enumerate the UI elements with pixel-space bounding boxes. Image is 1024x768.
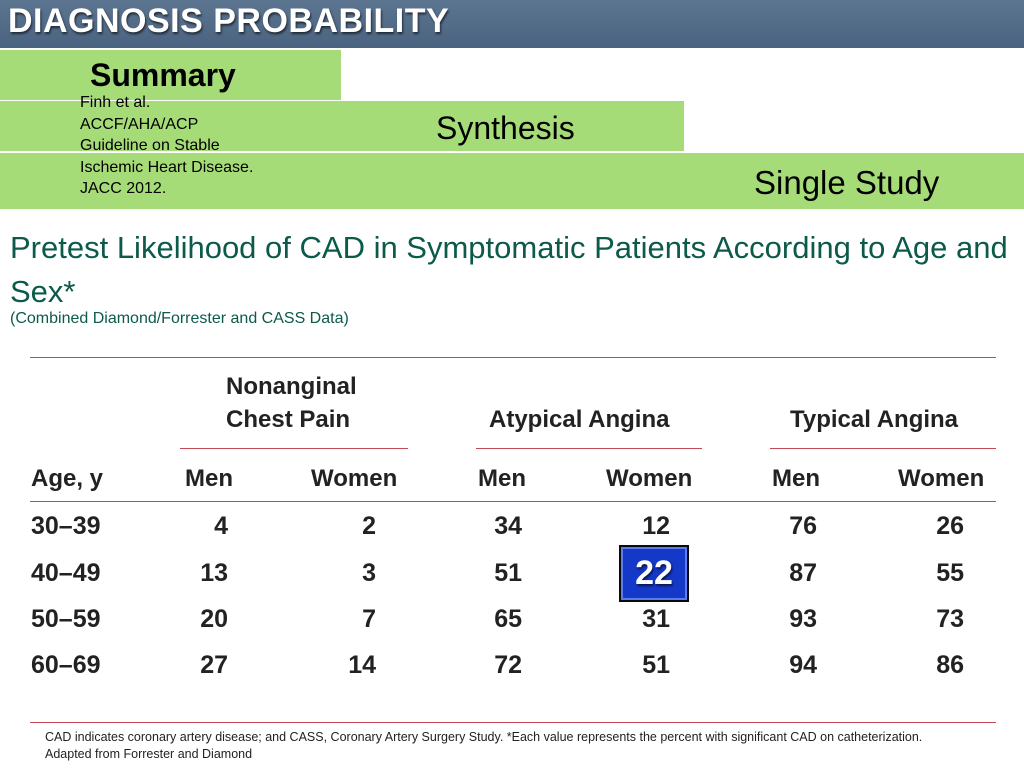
group-header-atypical: Atypical Angina xyxy=(489,403,669,436)
table-cell-age: 50–59 xyxy=(31,605,101,633)
group-header-nonanginal: Nonanginal Chest Pain xyxy=(226,370,357,436)
column-header: Men xyxy=(772,465,820,492)
slide-title: Pretest Likelihood of CAD in Symptomatic… xyxy=(10,230,1008,309)
footnote-line: CAD indicates coronary artery disease; a… xyxy=(45,730,923,744)
table-cell-age: 40–49 xyxy=(31,559,101,587)
group-underline xyxy=(770,448,996,449)
table-cell: 27 xyxy=(200,651,228,679)
table-cell: 7 xyxy=(362,605,376,633)
citation-line: Guideline on Stable xyxy=(80,137,220,154)
page-title: DIAGNOSIS PROBABILITY xyxy=(8,2,450,40)
group-header-typical: Typical Angina xyxy=(790,403,958,436)
single-study-band xyxy=(0,153,1024,209)
highlighted-value-badge: 22 xyxy=(619,545,689,602)
table-cell: 65 xyxy=(494,605,522,633)
table-cell: 13 xyxy=(200,559,228,587)
table-cell: 12 xyxy=(642,512,670,540)
table-cell: 26 xyxy=(936,512,964,540)
citation-line: Ischemic Heart Disease. xyxy=(80,158,254,176)
table-cell: 34 xyxy=(494,512,522,540)
group-underline xyxy=(180,448,408,449)
table-cell: 14 xyxy=(348,651,376,679)
table-cell: 73 xyxy=(936,605,964,633)
header-underline xyxy=(30,501,996,502)
group-header-line: Chest Pain xyxy=(226,406,351,433)
footnote-line: Adapted from Forrester and Diamond xyxy=(45,747,253,761)
table-cell: 86 xyxy=(936,651,964,679)
citation-line: ACCF/AHA/ACP xyxy=(80,115,199,133)
table-top-rule xyxy=(30,357,996,358)
table-cell-age: 60–69 xyxy=(31,651,101,679)
table-cell: 72 xyxy=(494,651,522,679)
summary-label: Summary xyxy=(90,57,236,93)
group-underline xyxy=(476,448,702,449)
column-header: Age, y xyxy=(31,465,104,492)
table-cell: 2 xyxy=(362,512,376,540)
table-cell-age: 30–39 xyxy=(31,512,101,540)
footnote: CAD indicates coronary artery disease; a… xyxy=(45,729,1005,763)
table-cell: 94 xyxy=(789,651,817,679)
table-cell: 3 xyxy=(362,559,376,587)
column-header: Men xyxy=(185,465,233,492)
citation-line: Finh et al. xyxy=(80,94,151,111)
table-bottom-rule xyxy=(30,722,996,723)
summary-band xyxy=(0,50,341,100)
synthesis-band xyxy=(0,101,684,151)
citation-line: JACC 2012. xyxy=(80,180,167,197)
group-header-line: Typical Angina xyxy=(790,406,959,433)
table-cell: 20 xyxy=(200,605,228,633)
group-header-line: Nonanginal xyxy=(226,373,357,400)
column-header: Women xyxy=(606,465,693,492)
column-header: Men xyxy=(478,465,526,492)
column-header: Women xyxy=(311,465,398,492)
citation: Finh et al. ACCF/AHA/ACP Guideline on St… xyxy=(80,92,300,200)
synthesis-label: Synthesis xyxy=(436,110,575,146)
table-cell: 93 xyxy=(789,605,817,633)
table-cell: 31 xyxy=(642,605,670,633)
table-cell: 51 xyxy=(642,651,670,679)
table-cell: 76 xyxy=(789,512,817,540)
table-cell: 4 xyxy=(214,512,228,540)
slide-subtitle: (Combined Diamond/Forrester and CASS Dat… xyxy=(10,310,349,327)
table-cell: 51 xyxy=(494,559,522,587)
column-header: Women xyxy=(898,465,985,492)
table-cell: 55 xyxy=(936,559,964,587)
table-cell: 87 xyxy=(789,559,817,587)
group-header-line: Atypical Angina xyxy=(489,406,670,433)
header-bar: DIAGNOSIS PROBABILITY xyxy=(0,0,1024,48)
single-study-label: Single Study xyxy=(754,164,940,201)
